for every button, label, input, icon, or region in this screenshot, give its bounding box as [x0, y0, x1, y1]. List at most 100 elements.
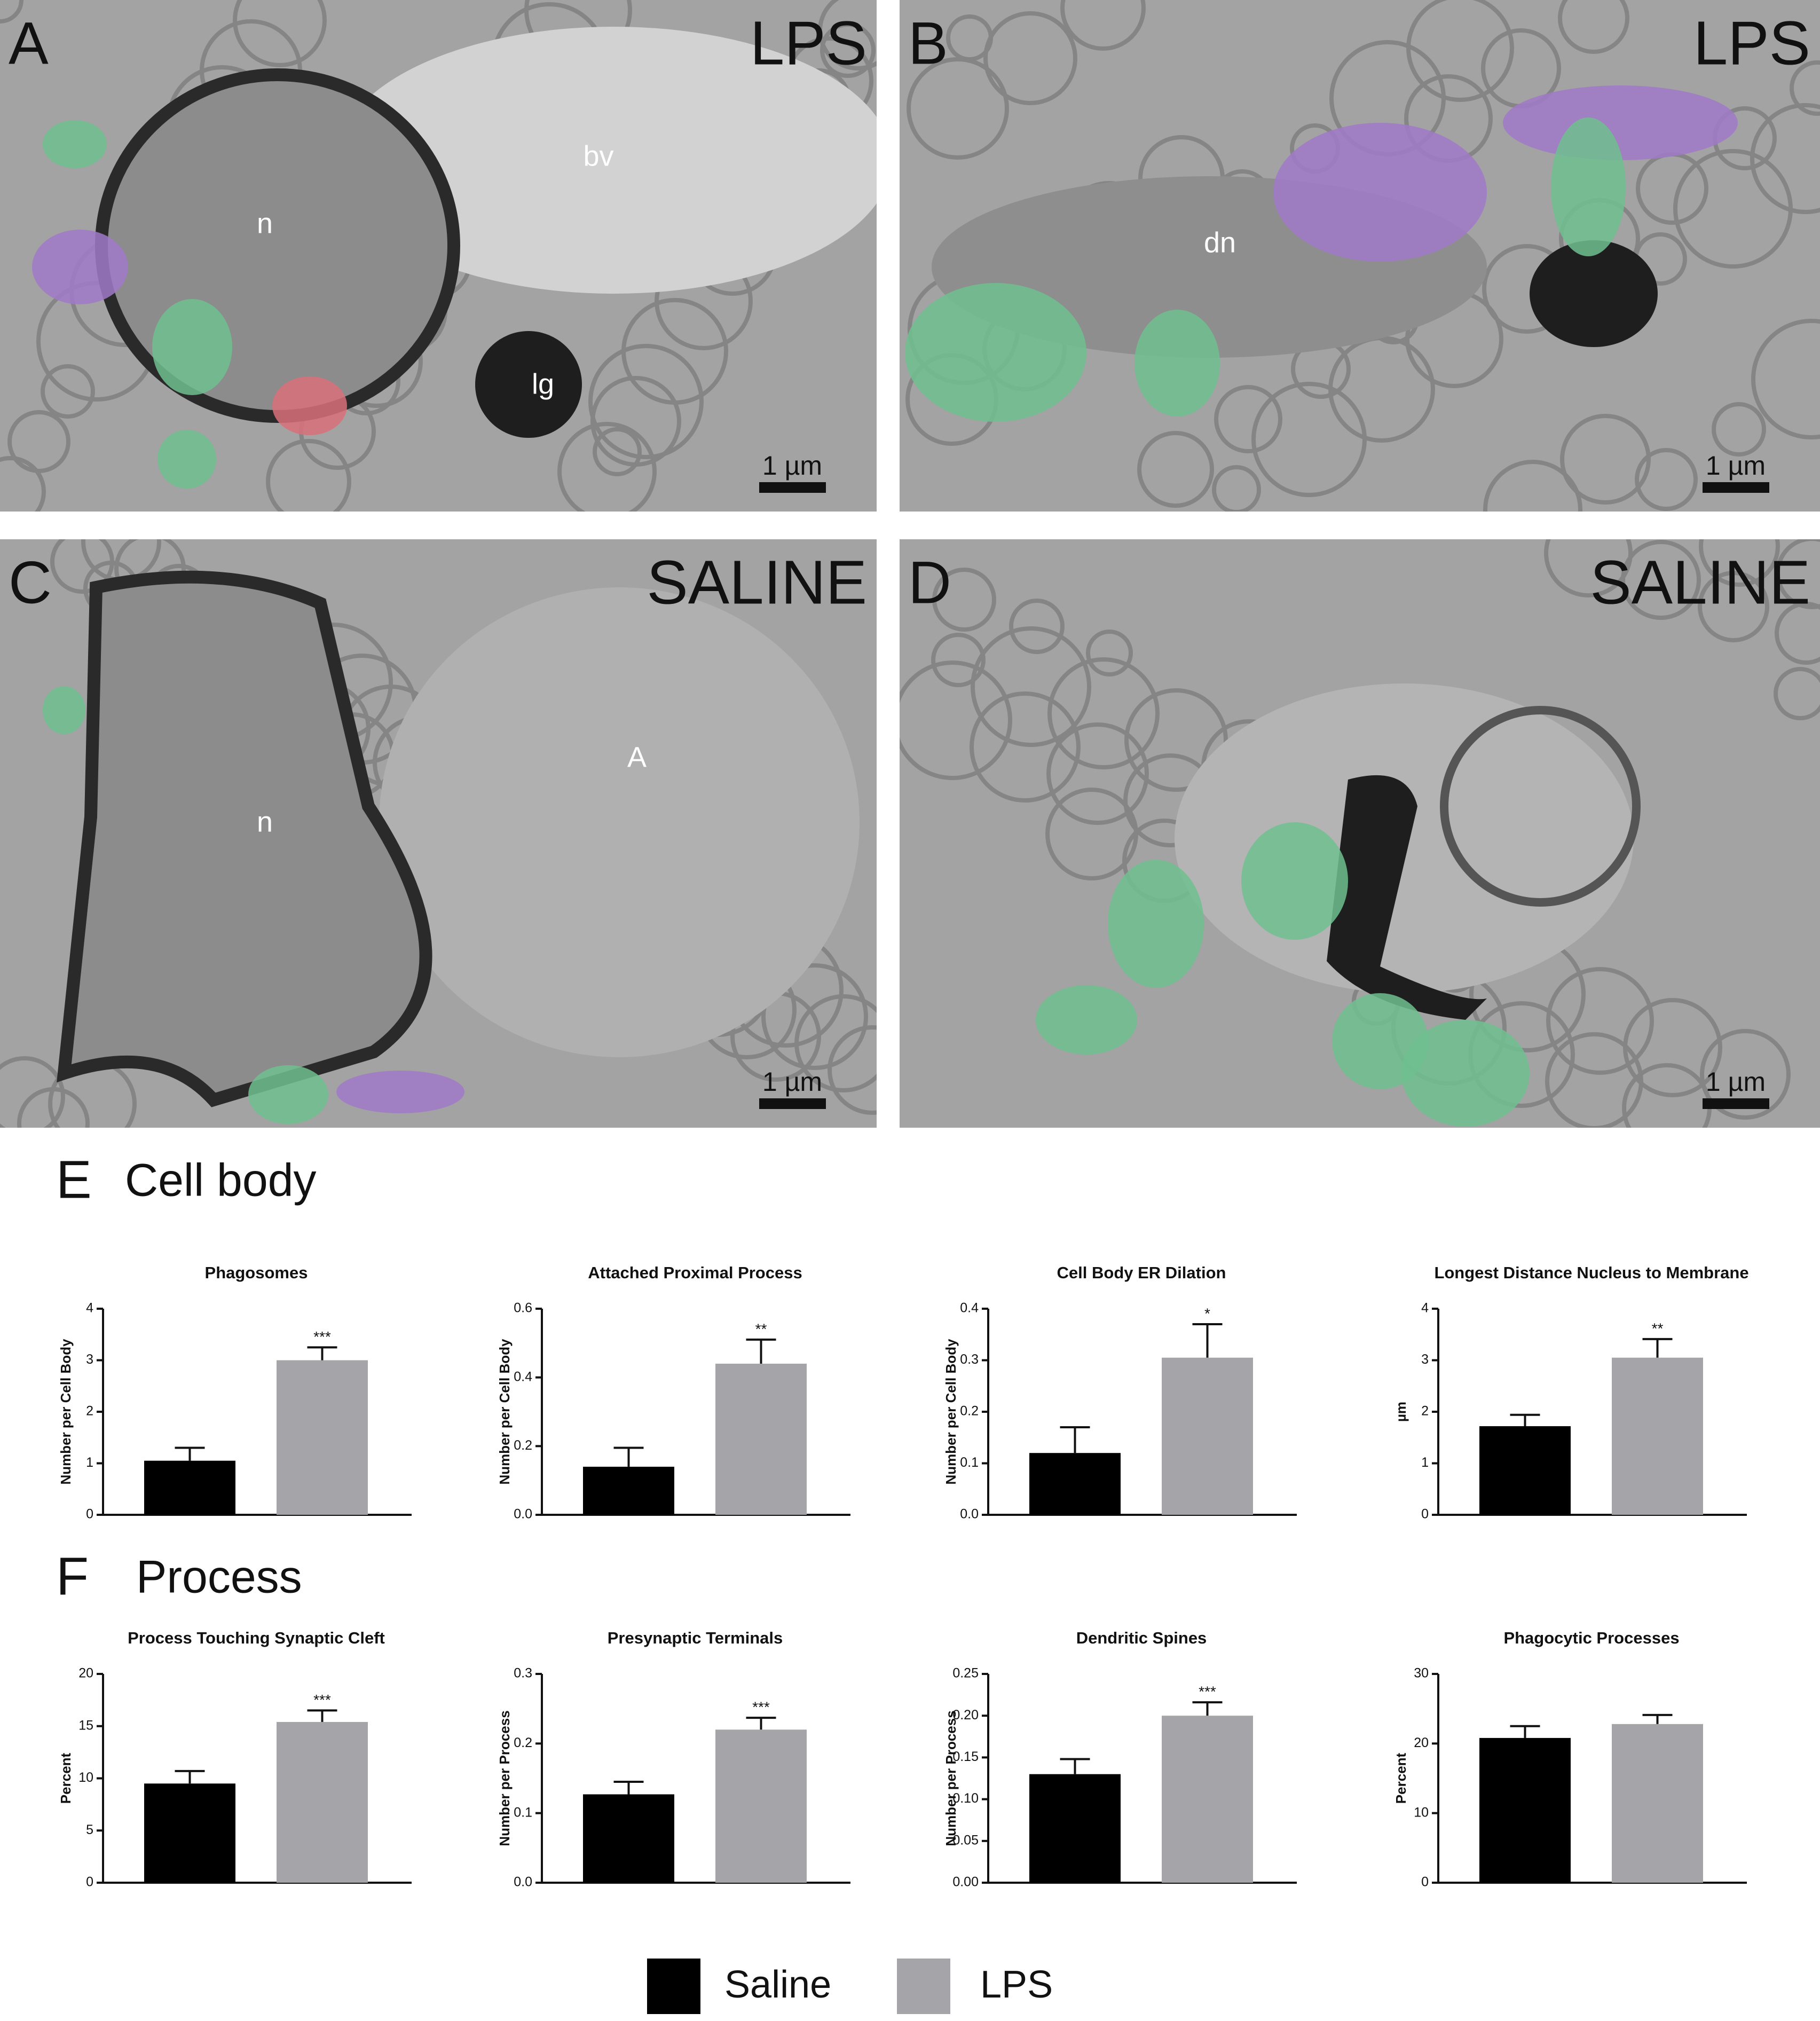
em-texture: [266, 439, 351, 512]
y-tick-label: 0.0: [960, 1507, 979, 1522]
em-structure: [1401, 1020, 1530, 1127]
em-texture: [1750, 103, 1820, 214]
em-structure: [57, 570, 432, 1107]
legend-label: Saline: [724, 1963, 831, 2006]
y-axis-label: Number per Cell Body: [58, 1339, 74, 1485]
em-structure: [379, 587, 860, 1057]
error-bar: [1642, 1713, 1673, 1724]
em-texture: [233, 0, 327, 67]
bar: [1479, 1426, 1571, 1515]
em-texture: [593, 427, 642, 476]
em-structure: [272, 376, 347, 435]
em-texture: [557, 422, 657, 512]
em-texture: [1544, 539, 1633, 597]
micrograph-content: [900, 539, 1820, 1128]
legend-swatch: [647, 1959, 700, 2014]
y-tick-label: 4: [1421, 1301, 1429, 1316]
chart-title: Dendritic Spines: [1076, 1629, 1207, 1647]
em-texture: [1712, 402, 1766, 457]
micrograph: A LPS bv n lg 1 µm: [0, 0, 877, 512]
panel-condition: SALINE: [1590, 548, 1810, 617]
significance: **: [1652, 1320, 1664, 1336]
em-texture: [1009, 599, 1065, 654]
em-structure: [1108, 860, 1204, 988]
error-bar: [1510, 1413, 1540, 1427]
section-title: Process: [136, 1552, 302, 1603]
em-texture: [1212, 465, 1261, 512]
y-tick-label: 15: [78, 1718, 93, 1733]
em-texture: [1251, 382, 1367, 497]
y-tick-label: 4: [86, 1301, 93, 1316]
bar: [277, 1721, 368, 1883]
bar: [583, 1794, 674, 1883]
chart-title: Longest Distance Nucleus to Membrane: [1434, 1263, 1748, 1282]
em-texture: [900, 660, 1012, 780]
em-texture: [1774, 667, 1820, 720]
error-bar: [175, 1770, 205, 1784]
scale-bar-label: 1 µm: [762, 1067, 822, 1097]
em-texture: [0, 1056, 65, 1128]
em-structure: [1036, 985, 1137, 1055]
em-structure: [32, 230, 128, 304]
y-tick-label: 0.20: [952, 1708, 979, 1723]
em-texture: [1046, 722, 1149, 825]
em-structure: [905, 283, 1086, 422]
micrograph: B LPS dn 1 µm: [900, 0, 1820, 512]
bar: [144, 1460, 235, 1515]
em-texture: [1751, 319, 1820, 439]
y-tick-label: 0: [86, 1875, 93, 1890]
structure-label: dn: [1204, 226, 1236, 258]
error-bar: [1192, 1323, 1223, 1358]
em-structure: [1134, 310, 1220, 416]
y-axis-label: Number per Cell Body: [497, 1339, 513, 1485]
scale-bar: [759, 482, 826, 493]
bar: [1479, 1737, 1571, 1883]
panel-letter: D: [908, 549, 951, 616]
scale-bar-label: 1 µm: [1706, 451, 1766, 481]
scale-bar: [1703, 1098, 1769, 1109]
error-bar: [175, 1446, 205, 1461]
significance: *: [1204, 1305, 1210, 1322]
y-tick-label: 30: [1414, 1666, 1429, 1681]
y-axis-label: Number per Cell Body: [943, 1339, 959, 1485]
panel-condition: LPS: [1693, 9, 1810, 78]
em-texture: [761, 963, 868, 1070]
section-letter: E: [56, 1150, 92, 1209]
em-texture: [907, 57, 1009, 160]
y-axis-label: Percent: [58, 1752, 74, 1804]
structure-label: n: [257, 806, 273, 838]
em-texture: [971, 626, 1091, 747]
micrograph-content: [0, 539, 877, 1128]
y-tick-label: 0.3: [960, 1352, 979, 1367]
em-structure: [152, 299, 232, 395]
em-texture: [1045, 788, 1138, 880]
bar: [144, 1783, 235, 1883]
structure-label: A: [627, 741, 647, 773]
error-bar: [746, 1338, 776, 1364]
em-texture: [588, 344, 704, 459]
em-texture: [1700, 1029, 1791, 1120]
em-structure: [336, 27, 877, 294]
micrograph-content: [0, 0, 877, 512]
significance: ***: [313, 1328, 331, 1345]
y-axis-label: Percent: [1393, 1752, 1409, 1804]
y-tick-label: 0.10: [952, 1791, 979, 1806]
y-axis-label: µm: [1393, 1402, 1409, 1422]
y-tick-label: 10: [78, 1770, 93, 1785]
micrograph-content: [900, 0, 1820, 512]
error-bar: [1510, 1725, 1540, 1738]
em-texture: [1775, 602, 1820, 665]
em-structure: [1503, 85, 1738, 160]
error-bar: [746, 1717, 776, 1730]
y-tick-label: 20: [78, 1666, 93, 1681]
error-bar: [307, 1346, 337, 1361]
y-axis-label: Number per Process: [943, 1710, 959, 1846]
em-texture: [970, 691, 1081, 803]
structure-label: bv: [583, 140, 613, 172]
chart-title: Cell Body ER Dilation: [1057, 1263, 1226, 1282]
chart-title: Process Touching Synaptic Cleft: [128, 1629, 385, 1647]
em-structure: [475, 331, 582, 438]
em-texture: [1558, 0, 1629, 54]
section-title: Cell body: [125, 1155, 317, 1206]
